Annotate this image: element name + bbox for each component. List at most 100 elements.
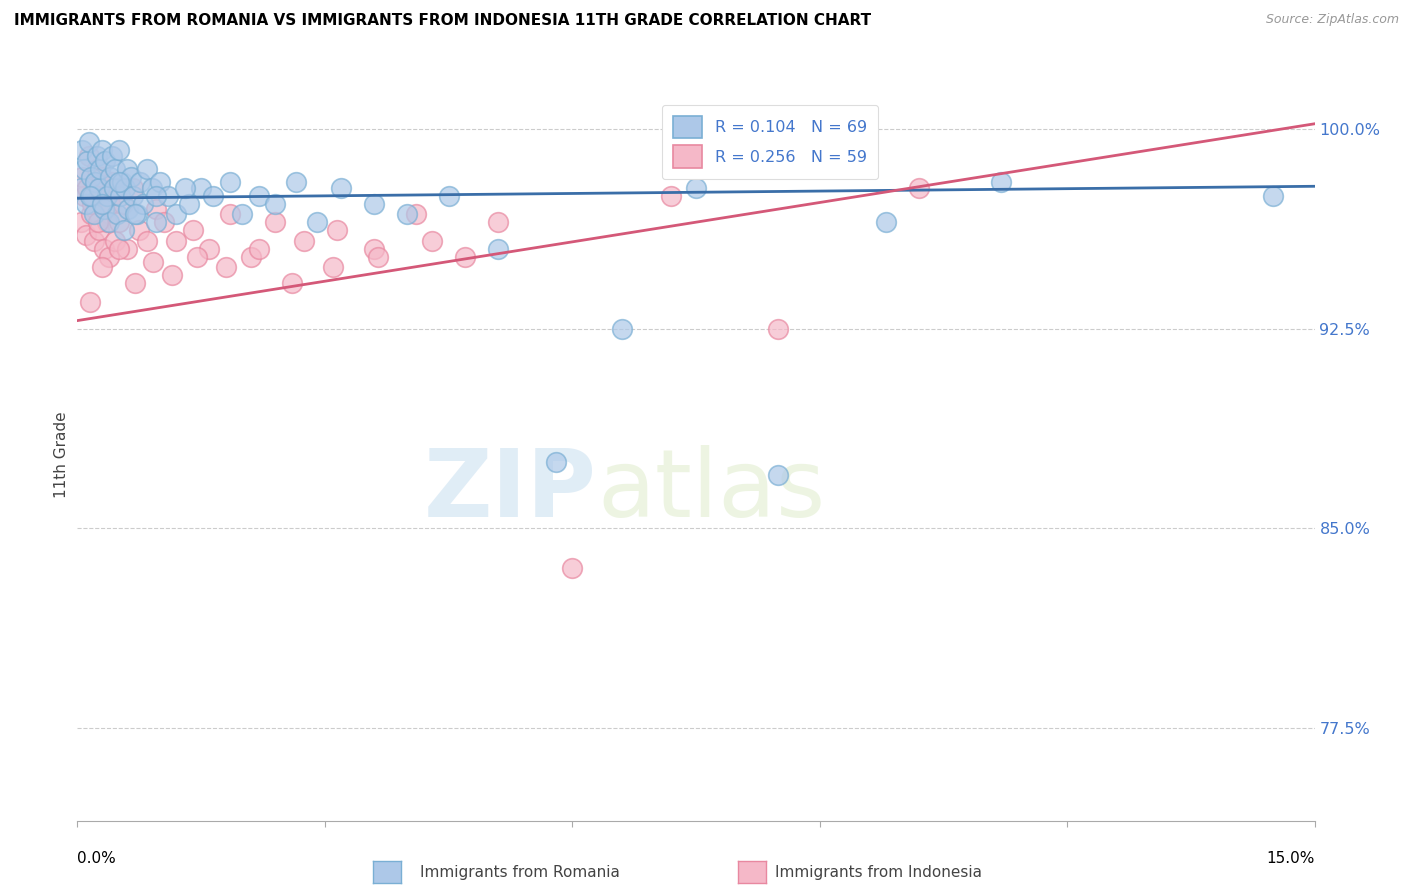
Point: [128, 223, 150, 237]
Point: [659, 188, 682, 202]
Point: [79, 169, 101, 184]
Point: [264, 196, 287, 211]
Point: [305, 215, 328, 229]
Text: 15.0%: 15.0%: [1267, 851, 1315, 866]
Point: [247, 188, 270, 202]
Point: [107, 215, 129, 229]
Point: [281, 277, 304, 291]
Point: [264, 215, 287, 229]
Point: [367, 250, 389, 264]
Point: [79, 188, 101, 202]
Point: [124, 277, 146, 291]
Point: [87, 215, 110, 229]
Point: [69, 215, 91, 229]
Point: [165, 207, 187, 221]
Point: [91, 144, 114, 158]
Point: [76, 154, 98, 169]
Point: [83, 207, 105, 221]
Point: [104, 234, 127, 248]
Point: [98, 169, 121, 184]
Point: [132, 196, 155, 211]
Point: [141, 180, 163, 194]
Point: [93, 202, 115, 216]
Point: [239, 250, 262, 264]
Point: [405, 207, 427, 221]
Point: [145, 188, 167, 202]
Point: [122, 188, 145, 202]
Point: [247, 242, 270, 256]
Point: [1263, 188, 1285, 202]
Point: [129, 175, 152, 189]
Point: [107, 242, 129, 256]
Point: [142, 255, 165, 269]
Point: [86, 161, 108, 176]
Text: atlas: atlas: [598, 445, 825, 538]
Point: [153, 215, 176, 229]
Point: [610, 321, 633, 335]
Point: [91, 260, 114, 275]
Point: [122, 180, 145, 194]
Point: [76, 180, 98, 194]
Point: [110, 188, 132, 202]
Point: [136, 161, 159, 176]
Text: Immigrants from Indonesia: Immigrants from Indonesia: [775, 865, 983, 880]
Point: [107, 144, 129, 158]
Point: [87, 223, 110, 237]
Point: [198, 242, 221, 256]
Y-axis label: 11th Grade: 11th Grade: [53, 411, 69, 499]
Point: [117, 202, 139, 216]
Point: [115, 242, 138, 256]
Point: [73, 188, 96, 202]
Point: [87, 180, 110, 194]
Point: [454, 250, 477, 264]
Point: [219, 175, 242, 189]
Point: [72, 169, 94, 184]
Legend: R = 0.104   N = 69, R = 0.256   N = 59: R = 0.104 N = 69, R = 0.256 N = 59: [662, 104, 879, 179]
Text: Immigrants from Romania: Immigrants from Romania: [420, 865, 620, 880]
Point: [86, 149, 108, 163]
Point: [79, 295, 101, 310]
Point: [77, 136, 100, 150]
Point: [79, 207, 101, 221]
Point: [136, 234, 159, 248]
Point: [111, 196, 134, 211]
Point: [544, 454, 567, 468]
Point: [231, 207, 253, 221]
Point: [84, 188, 107, 202]
Point: [115, 161, 138, 176]
Point: [363, 196, 385, 211]
Point: [181, 223, 204, 237]
Point: [94, 202, 117, 216]
Point: [420, 234, 443, 248]
Text: ZIP: ZIP: [425, 445, 598, 538]
Point: [125, 207, 148, 221]
Point: [69, 180, 91, 194]
Point: [330, 180, 353, 194]
Point: [120, 169, 142, 184]
Point: [160, 268, 183, 283]
Point: [326, 223, 349, 237]
Point: [75, 228, 97, 243]
Point: [685, 180, 707, 194]
Point: [111, 175, 134, 189]
Point: [177, 196, 200, 211]
Point: [145, 215, 167, 229]
Point: [149, 175, 172, 189]
Point: [75, 196, 97, 211]
Point: [768, 467, 790, 482]
Point: [83, 234, 105, 248]
Point: [107, 175, 129, 189]
Point: [202, 188, 225, 202]
Point: [190, 180, 212, 194]
Point: [768, 321, 790, 335]
Point: [145, 202, 167, 216]
Point: [875, 215, 897, 229]
Point: [990, 175, 1012, 189]
Point: [105, 207, 128, 221]
Point: [907, 180, 929, 194]
Point: [396, 207, 419, 221]
Point: [114, 180, 136, 194]
Point: [103, 180, 125, 194]
Point: [73, 161, 96, 176]
Point: [322, 260, 344, 275]
